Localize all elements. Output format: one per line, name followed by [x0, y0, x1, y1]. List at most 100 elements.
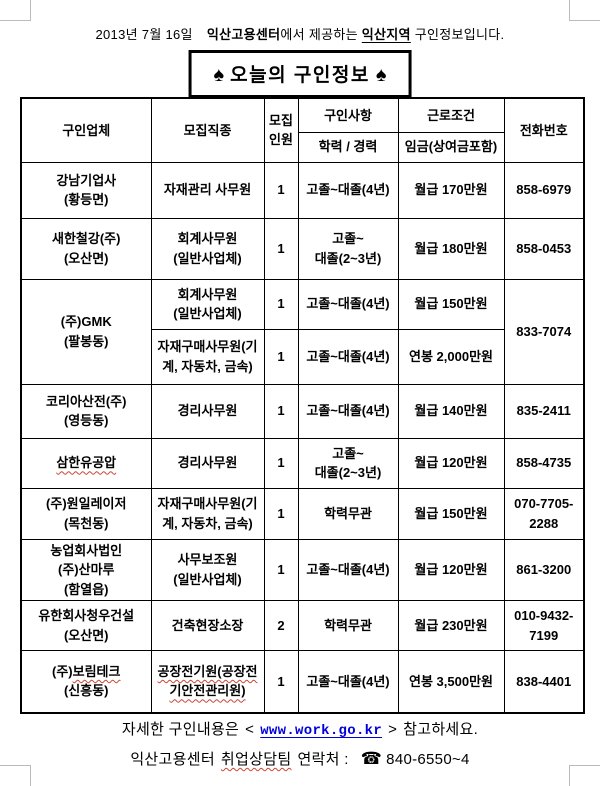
cell-pay: 연봉 2,000만원 [397, 328, 505, 385]
cell-company: (주)보림테크 (신흥동) [20, 650, 152, 713]
col-subheader-pay: 임금(상여금포함) [397, 131, 505, 163]
cell-company: 강남기업사 (황등면) [20, 161, 152, 219]
header-date-line: 2013년 7월 16일 익산고용센터에서 제공하는 익산지역 구인정보입니다. [0, 24, 600, 43]
table-row: 삼한유공압 경리사무원 1 고졸~ 대졸(2~3년) 월급 120만원 858-… [20, 437, 585, 489]
provider-name: 익산고용센터 [206, 27, 281, 42]
cell-education: 고졸~대졸(4년) [297, 328, 399, 385]
spade-right-icon: ♠ [375, 64, 387, 86]
cell-company: 코리아산전(주) (영등동) [20, 383, 152, 439]
cell-phone: 010-9432- 7199 [503, 600, 585, 651]
cell-pay: 월급 120만원 [397, 538, 505, 601]
cell-education: 고졸~대졸(4년) [297, 278, 399, 330]
cell-pay: 월급 150만원 [397, 487, 505, 540]
cell-company: (주)원일레이저 (목천동) [20, 487, 152, 540]
title-box: ♠ 오늘의 구인정보 ♠ [188, 50, 412, 98]
spade-left-icon: ♠ [213, 64, 225, 86]
phone-icon: ☎ [360, 749, 383, 768]
cell-job: 경리사무원 [150, 383, 265, 439]
footer-contact-line: 익산고용센터 취업상담팀 연락처 : ☎ 840-6550~4 [0, 748, 600, 769]
col-header-company: 구인업체 [20, 97, 152, 163]
cell-education: 학력무관 [297, 600, 399, 651]
cell-job: 경리사무원 [150, 437, 265, 489]
corner-mark-top-right [569, 0, 600, 21]
cell-phone: 861-3200 [503, 538, 585, 601]
cell-job: 자재관리 사무원 [150, 161, 265, 219]
footer-contact-label: 연락처 : [297, 751, 349, 768]
col-header-phone: 전화번호 [503, 97, 585, 163]
worknet-link[interactable]: www.work.go.kr [260, 723, 383, 739]
cell-phone: 858-0453 [503, 217, 585, 280]
cell-job: 자재구매사무원(기 계, 자동차, 금속) [150, 328, 265, 385]
table-row: 코리아산전(주) (영등동) 경리사무원 1 고졸~대졸(4년) 월급 140만… [20, 383, 585, 439]
cell-education: 고졸~대졸(4년) [297, 650, 399, 713]
cell-count: 2 [263, 600, 299, 651]
cell-job: 회계사무원 (일반사업체) [150, 217, 265, 280]
table-row: (주)보림테크 (신흥동) 공장전기원(공장전 기안전관리원) 1 고졸~대졸(4… [20, 650, 585, 713]
cell-education: 학력무관 [297, 487, 399, 540]
company-name-spellchecked: 보림테크 [72, 663, 121, 679]
cell-count: 1 [263, 217, 299, 280]
footer-team-name-spellchecked: 취업상담팀 [220, 751, 292, 768]
cell-education: 고졸~ 대졸(2~3년) [297, 217, 399, 280]
cell-education: 고졸~대졸(4년) [297, 161, 399, 219]
company-location: (신흥동) [63, 683, 109, 699]
footer-line1-pre: 자세한 구인내용은 [121, 721, 240, 738]
region-name: 익산지역 [361, 27, 411, 42]
cell-count: 1 [263, 161, 299, 219]
col-header-conditions: 근로조건 [397, 97, 505, 133]
cell-company: 새한철강(주) (오산면) [20, 217, 152, 280]
cell-pay: 연봉 3,500만원 [397, 650, 505, 713]
cell-education: 고졸~대졸(4년) [297, 383, 399, 439]
col-header-count: 모집 인원 [263, 97, 299, 163]
cell-pay: 월급 170만원 [397, 161, 505, 219]
table-row: 유한회사청우건설 (오산면) 건축현장소장 2 학력무관 월급 230만원 01… [20, 600, 585, 651]
cell-pay: 월급 120만원 [397, 437, 505, 489]
table-row: 강남기업사 (황등면) 자재관리 사무원 1 고졸~대졸(4년) 월급 170만… [20, 161, 585, 219]
cell-count: 1 [263, 278, 299, 330]
footer-worknet-line: 자세한 구인내용은 < www.work.go.kr > 참고하세요. [0, 718, 600, 739]
col-subheader-education: 학력 / 경력 [297, 131, 399, 163]
cell-phone: 070-7705- 2288 [503, 487, 585, 540]
page-title: 오늘의 구인정보 [230, 65, 370, 86]
col-header-job: 모집직종 [150, 97, 265, 163]
cell-job: 자재구매사무원(기 계, 자동차, 금속) [150, 487, 265, 540]
footer-line1-post: 참고하세요. [403, 721, 479, 738]
cell-count: 1 [263, 650, 299, 713]
cell-job: 회계사무원 (일반사업체) [150, 278, 265, 330]
cell-pay: 월급 230만원 [397, 600, 505, 651]
cell-education: 고졸~대졸(4년) [297, 538, 399, 601]
cell-pay: 월급 180만원 [397, 217, 505, 280]
table-row: (주)GMK (팔봉동) 회계사무원 (일반사업체) 1 고졸~대졸(4년) 월… [20, 278, 585, 385]
cell-phone: 833-7074 [503, 278, 585, 385]
footer-phone-number: 840-6550~4 [386, 751, 470, 768]
table-row: 농업회사법인 (주)산마루 (함열읍) 사무보조원 (일반사업체) 1 고졸~대… [20, 538, 585, 601]
cell-company: 농업회사법인 (주)산마루 (함열읍) [20, 538, 152, 601]
job-listing-table: 구인업체 모집직종 모집 인원 구인사항 근로조건 전화번호 학력 / 경력 임… [20, 97, 585, 714]
corner-mark-bottom-right [569, 765, 600, 786]
cell-job: 공장전기원(공장전 기안전관리원) [150, 650, 265, 713]
job-title-spellchecked: 공장전기원(공장전 기안전관리원) [157, 663, 258, 699]
provider-mid-text: 에서 제공하는 [280, 27, 362, 42]
cell-phone: 858-6979 [503, 161, 585, 219]
cell-count: 1 [263, 383, 299, 439]
footer-org-name: 익산고용센터 [130, 751, 215, 768]
cell-education: 고졸~ 대졸(2~3년) [297, 437, 399, 489]
cell-pay: 월급 150만원 [397, 278, 505, 330]
cell-phone: 858-4735 [503, 437, 585, 489]
company-name-spellchecked: 삼한유공압 [56, 455, 117, 471]
cell-company: (주)GMK (팔봉동) [20, 278, 152, 385]
bracket-close: > [388, 721, 398, 738]
tail-text: 구인정보입니다. [410, 27, 505, 42]
header-row-1: 구인업체 모집직종 모집 인원 구인사항 근로조건 전화번호 [20, 97, 585, 163]
table-row: 새한철강(주) (오산면) 회계사무원 (일반사업체) 1 고졸~ 대졸(2~3… [20, 217, 585, 280]
cell-pay: 월급 140만원 [397, 383, 505, 439]
corner-mark-bottom-left [0, 765, 31, 786]
cell-phone: 838-4401 [503, 650, 585, 713]
cell-count: 1 [263, 487, 299, 540]
bracket-open: < [245, 721, 255, 738]
cell-count: 1 [263, 437, 299, 489]
col-header-requirements: 구인사항 [297, 97, 399, 133]
cell-count: 1 [263, 328, 299, 385]
cell-count: 1 [263, 538, 299, 601]
